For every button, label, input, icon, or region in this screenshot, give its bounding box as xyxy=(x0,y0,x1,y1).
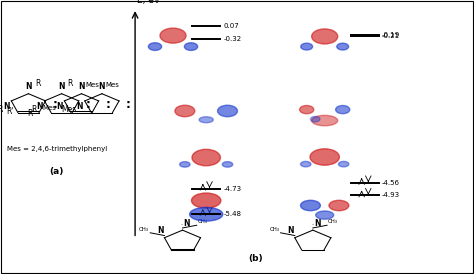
Ellipse shape xyxy=(199,117,213,123)
Text: E, eV: E, eV xyxy=(137,0,161,5)
Ellipse shape xyxy=(191,193,221,208)
Ellipse shape xyxy=(301,43,313,50)
Text: -4.73: -4.73 xyxy=(223,185,241,192)
Text: N: N xyxy=(183,219,190,228)
Text: R: R xyxy=(36,79,41,88)
Text: 0.07: 0.07 xyxy=(223,23,239,29)
Ellipse shape xyxy=(329,200,349,211)
Ellipse shape xyxy=(316,211,334,219)
Text: N: N xyxy=(78,82,85,91)
Text: (a): (a) xyxy=(50,167,64,176)
Ellipse shape xyxy=(160,28,186,43)
Text: N: N xyxy=(3,102,9,111)
Text: N: N xyxy=(58,82,65,91)
Text: Mes: Mes xyxy=(106,82,119,88)
Ellipse shape xyxy=(180,162,190,167)
Ellipse shape xyxy=(311,115,337,126)
Text: -4.93: -4.93 xyxy=(382,192,400,198)
Text: CH₃: CH₃ xyxy=(198,219,208,224)
Text: CH₃: CH₃ xyxy=(328,219,338,224)
Ellipse shape xyxy=(310,116,320,122)
Text: R: R xyxy=(0,105,3,114)
Ellipse shape xyxy=(175,105,195,117)
Text: (b): (b) xyxy=(249,255,263,263)
Ellipse shape xyxy=(222,162,233,167)
Text: R': R' xyxy=(28,109,35,118)
Text: N: N xyxy=(287,226,294,235)
Ellipse shape xyxy=(336,105,350,114)
Ellipse shape xyxy=(192,149,220,166)
Text: R: R xyxy=(67,79,73,88)
Ellipse shape xyxy=(218,105,237,117)
Text: -0.32: -0.32 xyxy=(223,36,241,42)
Text: N: N xyxy=(314,219,320,228)
Text: Mes: Mes xyxy=(42,105,56,111)
Text: :: : xyxy=(85,98,90,111)
Ellipse shape xyxy=(300,105,314,114)
Text: CH₃: CH₃ xyxy=(139,227,149,232)
Text: N: N xyxy=(76,102,83,111)
Text: -5.48: -5.48 xyxy=(223,211,241,217)
Text: :: : xyxy=(105,98,110,111)
Text: Mes: Mes xyxy=(61,105,76,114)
Ellipse shape xyxy=(301,161,311,167)
Text: R: R xyxy=(32,105,37,114)
Ellipse shape xyxy=(311,29,337,44)
Text: N: N xyxy=(157,226,164,235)
Ellipse shape xyxy=(310,149,339,165)
Ellipse shape xyxy=(184,43,198,50)
Ellipse shape xyxy=(301,200,320,211)
Text: CH₃: CH₃ xyxy=(270,227,280,232)
Ellipse shape xyxy=(148,43,162,50)
Text: N: N xyxy=(99,82,105,91)
Text: ··: ·· xyxy=(181,222,184,227)
Text: :: : xyxy=(126,98,130,111)
Text: R': R' xyxy=(7,107,14,116)
Ellipse shape xyxy=(190,207,223,221)
Ellipse shape xyxy=(337,43,349,50)
Text: -4.56: -4.56 xyxy=(382,180,400,186)
Text: N: N xyxy=(36,102,43,111)
Ellipse shape xyxy=(338,161,349,167)
Text: :: : xyxy=(52,98,57,111)
Text: Mes: Mes xyxy=(85,82,99,88)
Text: -0.21: -0.21 xyxy=(382,33,400,39)
Text: N: N xyxy=(25,82,32,91)
Text: -0.19: -0.19 xyxy=(382,32,401,38)
Text: N: N xyxy=(56,102,63,111)
Text: Mes = 2,4,6-trimethylphenyl: Mes = 2,4,6-trimethylphenyl xyxy=(7,146,107,152)
Text: ··: ·· xyxy=(311,222,315,227)
